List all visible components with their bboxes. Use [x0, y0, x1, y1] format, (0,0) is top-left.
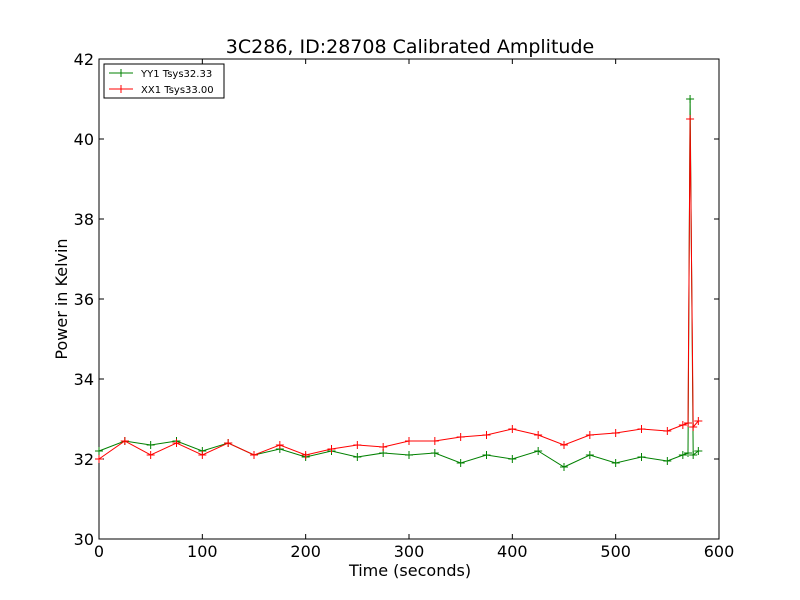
plot-frame [98, 58, 720, 540]
data-point-xx1 [456, 433, 465, 441]
y-tick-label: 32 [74, 450, 94, 469]
data-point-xx1 [224, 439, 233, 447]
y-tick-label: 30 [74, 530, 94, 549]
y-tick-label: 36 [74, 290, 94, 309]
legend-entry-yy1: YY1 Tsys32.33 [109, 69, 212, 80]
data-point-yy1 [585, 451, 594, 459]
data-point-yy1 [684, 449, 692, 457]
y-tick-label: 40 [74, 130, 94, 149]
data-point-yy1 [508, 455, 517, 463]
legend-box [103, 63, 225, 99]
series-xx1 [95, 115, 703, 463]
data-point-yy1 [482, 451, 491, 459]
x-axis: 0 100 200 300 400 500 600 [94, 59, 734, 561]
data-point-yy1 [686, 95, 695, 103]
data-point-xx1 [637, 425, 646, 433]
x-tick-label: 0 [94, 542, 104, 561]
legend-label-xx1: XX1 Tsys33.00 [141, 85, 214, 96]
series-line-xx1 [98, 118, 699, 460]
data-point-yy1 [430, 449, 439, 457]
x-tick-label: 200 [290, 542, 321, 561]
data-point-yy1 [560, 463, 568, 471]
series-line-yy1 [98, 98, 699, 468]
y-axis: 30 32 34 36 38 40 42 [74, 50, 719, 549]
data-point-yy1 [689, 451, 698, 459]
data-point-yy1 [95, 447, 103, 455]
data-point-xx1 [405, 437, 413, 445]
data-point-xx1 [198, 451, 207, 459]
data-point-xx1 [301, 451, 310, 459]
legend-entry-xx1: XX1 Tsys33.00 [109, 85, 214, 96]
data-point-xx1 [686, 115, 695, 123]
data-point-yy1 [353, 453, 362, 461]
plot-area [95, 95, 703, 471]
x-tick-label: 500 [600, 542, 631, 561]
data-point-xx1 [508, 425, 517, 433]
data-point-yy1 [637, 453, 646, 461]
data-point-xx1 [482, 431, 491, 439]
data-point-xx1 [611, 429, 620, 437]
x-tick-label: 300 [394, 542, 425, 561]
data-point-xx1 [327, 445, 336, 453]
data-point-yy1 [678, 451, 687, 459]
y-tick-label: 34 [74, 370, 94, 389]
x-tick-label: 100 [187, 542, 218, 561]
data-point-xx1 [585, 431, 594, 439]
x-tick-label: 400 [497, 542, 528, 561]
y-axis-label: Power in Kelvin [52, 238, 71, 359]
x-axis-label: Time (seconds) [348, 561, 471, 580]
data-point-xx1 [534, 431, 543, 439]
data-point-yy1 [534, 447, 543, 455]
data-point-xx1 [172, 439, 181, 447]
data-point-xx1 [146, 451, 155, 459]
data-point-xx1 [684, 419, 692, 427]
series-yy1 [95, 95, 703, 471]
data-point-xx1 [250, 451, 258, 459]
data-point-xx1 [120, 437, 129, 445]
legend-label-yy1: YY1 Tsys32.33 [140, 69, 212, 80]
data-point-xx1 [678, 421, 687, 429]
data-point-yy1 [663, 457, 672, 465]
data-point-xx1 [430, 437, 439, 445]
y-tick-label: 42 [74, 50, 94, 69]
data-point-xx1 [560, 441, 568, 449]
y-tick-label: 38 [74, 210, 94, 229]
data-point-yy1 [611, 459, 620, 467]
data-point-xx1 [694, 417, 703, 425]
data-point-xx1 [275, 441, 284, 449]
data-point-xx1 [689, 423, 698, 431]
data-point-xx1 [663, 427, 672, 435]
data-point-xx1 [379, 443, 388, 451]
data-point-xx1 [353, 441, 362, 449]
data-point-yy1 [146, 441, 155, 449]
data-point-yy1 [405, 451, 413, 459]
chart-title: 3C286, ID:28708 Calibrated Amplitude [226, 36, 594, 58]
data-point-xx1 [95, 455, 103, 463]
data-point-yy1 [456, 459, 465, 467]
legend: YY1 Tsys32.33 XX1 Tsys33.00 [103, 63, 225, 99]
data-point-yy1 [694, 447, 703, 455]
x-tick-label: 600 [704, 542, 735, 561]
